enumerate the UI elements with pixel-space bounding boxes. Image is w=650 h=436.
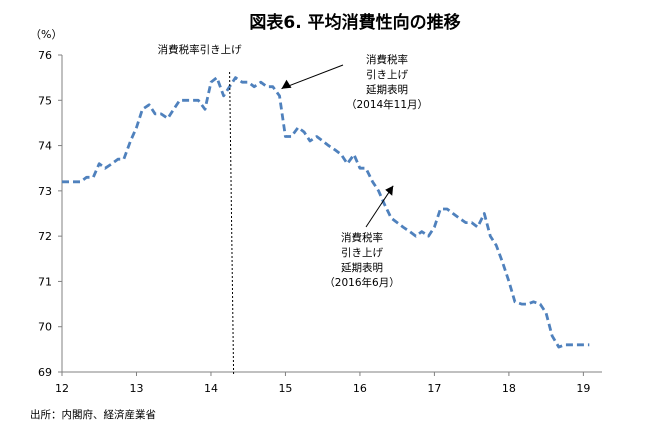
postponement-2016-annotation-label: 消費税率	[341, 231, 383, 244]
postponement-2016-annotation-label: 引き上げ	[341, 246, 383, 259]
postponement-2016-annotation-label: 延期表明	[341, 261, 383, 274]
y-axis-unit: （%）	[30, 28, 62, 41]
postponement-2014-annotation-label: 引き上げ	[366, 68, 408, 81]
x-tick-label: 15	[278, 382, 292, 395]
y-tick-label: 69	[38, 366, 52, 379]
x-tick-label: 19	[576, 382, 590, 395]
postponement-2014-arrowhead	[281, 79, 292, 89]
x-tick-label: 17	[427, 382, 441, 395]
postponement-2014-annotation-label: 延期表明	[366, 83, 408, 96]
postponement-2016-arrowhead	[385, 185, 394, 196]
y-tick-label: 72	[38, 230, 52, 243]
x-tick-label: 12	[55, 382, 69, 395]
y-tick-label: 70	[38, 321, 52, 334]
postponement-2014-arrow	[281, 64, 344, 90]
x-tick-label: 13	[129, 382, 143, 395]
chart-title: 図表6. 平均消費性向の推移	[249, 12, 460, 33]
tax-hike-reference-line	[229, 71, 235, 375]
tax-hike-annotation-label: 消費税率引き上げ	[158, 43, 242, 56]
x-tick-label: 14	[204, 382, 218, 395]
postponement-2014-annotation-label: 消費税率	[366, 53, 408, 66]
y-tick-label: 76	[38, 49, 52, 62]
postponement-2014-annotation-label: （2014年11月）	[346, 98, 428, 111]
postponement-2016-annotation-label: （2016年6月）	[324, 276, 399, 289]
x-tick-label: 18	[502, 382, 516, 395]
series-line	[62, 76, 590, 349]
x-tick-label: 16	[353, 382, 367, 395]
source-note: 出所：内閣府、経済産業省	[30, 408, 156, 421]
y-tick-label: 71	[38, 275, 52, 288]
y-tick-label: 75	[38, 94, 52, 107]
y-tick-label: 73	[38, 185, 52, 198]
y-tick-label: 74	[38, 140, 52, 153]
